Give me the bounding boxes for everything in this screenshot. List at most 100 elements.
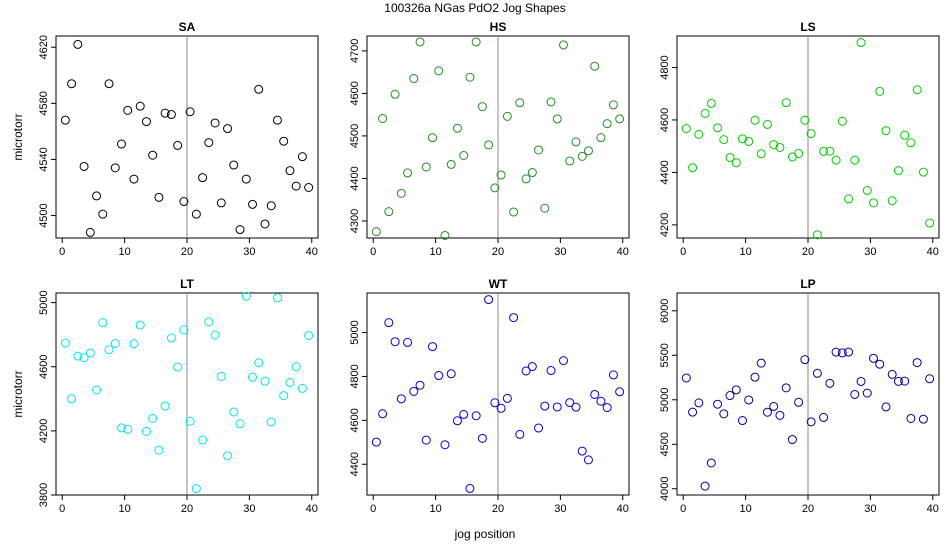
data-point: [235, 225, 245, 235]
data-point: [906, 138, 916, 148]
data-point: [856, 376, 866, 386]
data-point: [837, 116, 847, 126]
data-point: [291, 181, 301, 191]
x-tick-label: 10: [429, 503, 441, 515]
panel-ls: LS 0 10 20 30 40 4200 4400 4600 4800: [659, 20, 940, 258]
y-tick-label: 4580: [38, 91, 50, 115]
data-point: [465, 72, 475, 82]
data-point: [160, 108, 170, 118]
y-tick-label: 4800: [659, 55, 671, 79]
data-point: [272, 293, 282, 303]
x-tick-label: 40: [617, 246, 629, 258]
data-point: [565, 156, 575, 166]
data-point: [502, 393, 512, 403]
data-point: [559, 356, 568, 366]
data-point: [762, 407, 772, 417]
data-point: [862, 388, 872, 398]
panel-lt: LT 0 10 20 30 40 3800 4200 4600 5000 microtorr: [11, 277, 319, 515]
data-point: [148, 150, 158, 160]
data-point: [900, 376, 910, 386]
x-tick-label: 10: [739, 246, 751, 258]
panels-group: SA 0 10 20 30 40 4500 4540 4580 4620 microtorr HS 0 1…: [11, 20, 940, 515]
panel-hs: HS 0 10 20 30 40 4300 4400 4500 4600 4700: [349, 20, 630, 258]
data-point: [117, 139, 126, 149]
y-tick-label: 4200: [38, 419, 50, 443]
data-point: [806, 417, 816, 427]
x-tick-label: 40: [617, 503, 629, 515]
data-point: [110, 163, 120, 173]
data-point: [266, 201, 276, 211]
panel-lp: LP 0 10 20 30 40 4000 4500 5000 5500 6000: [659, 277, 940, 515]
data-point: [204, 317, 214, 327]
data-point: [881, 126, 891, 136]
data-point: [415, 380, 425, 390]
data-point: [459, 150, 469, 160]
data-point: [459, 409, 469, 419]
data-point: [756, 149, 766, 159]
data-point: [713, 399, 723, 409]
y-tick-label: 6000: [659, 299, 671, 323]
data-point: [750, 372, 760, 382]
data-point: [719, 409, 729, 419]
data-point: [216, 198, 226, 208]
data-point: [104, 345, 114, 355]
x-tick-label: 10: [739, 503, 751, 515]
x-tick-label: 0: [59, 246, 65, 258]
data-point: [875, 86, 885, 96]
data-point: [179, 197, 189, 207]
data-point: [484, 295, 494, 305]
y-tick-label: 4400: [349, 452, 361, 476]
data-point: [744, 136, 754, 146]
data-point: [260, 219, 270, 229]
data-point: [415, 37, 425, 47]
data-point: [750, 115, 760, 125]
data-point: [912, 358, 922, 368]
data-point: [223, 451, 233, 461]
data-point: [577, 151, 587, 161]
data-point: [446, 369, 456, 379]
panel-title: SA: [179, 20, 196, 34]
x-tick-label: 30: [243, 246, 255, 258]
data-point: [73, 351, 83, 361]
data-point: [185, 107, 195, 117]
y-tick-label: 4620: [38, 35, 50, 59]
data-point: [577, 446, 587, 456]
data-point: [744, 395, 754, 405]
y-tick-label: 4500: [659, 432, 671, 456]
y-tick-label: 4500: [38, 203, 50, 227]
data-point: [160, 401, 170, 411]
data-point: [254, 358, 264, 368]
data-point: [583, 146, 593, 156]
data-point: [79, 161, 89, 171]
data-point: [98, 209, 108, 219]
data-point: [918, 414, 928, 424]
data-point: [534, 145, 544, 155]
data-point: [248, 372, 257, 382]
data-point: [869, 198, 878, 208]
data-point: [123, 424, 133, 434]
data-point: [403, 337, 413, 347]
y-tick-label: 4700: [349, 39, 361, 63]
data-point: [235, 419, 245, 429]
data-point: [85, 348, 95, 358]
x-tick-label: 40: [306, 503, 318, 515]
x-tick-label: 30: [554, 246, 566, 258]
y-axis-label: microtorr: [11, 113, 25, 160]
data-point: [887, 196, 897, 206]
x-tick-label: 10: [118, 246, 130, 258]
data-point: [731, 385, 741, 395]
data-point: [297, 152, 307, 162]
data-point: [384, 318, 394, 328]
data-point: [204, 138, 214, 148]
y-tick-label: 5000: [659, 388, 671, 412]
data-point: [490, 398, 500, 408]
data-point: [285, 377, 295, 387]
data-point: [800, 355, 810, 365]
data-point: [844, 194, 854, 204]
y-tick-label: 4200: [659, 213, 671, 237]
x-tick-label: 30: [864, 246, 876, 258]
data-point: [756, 358, 766, 368]
data-point: [272, 115, 282, 125]
data-point: [471, 411, 481, 421]
